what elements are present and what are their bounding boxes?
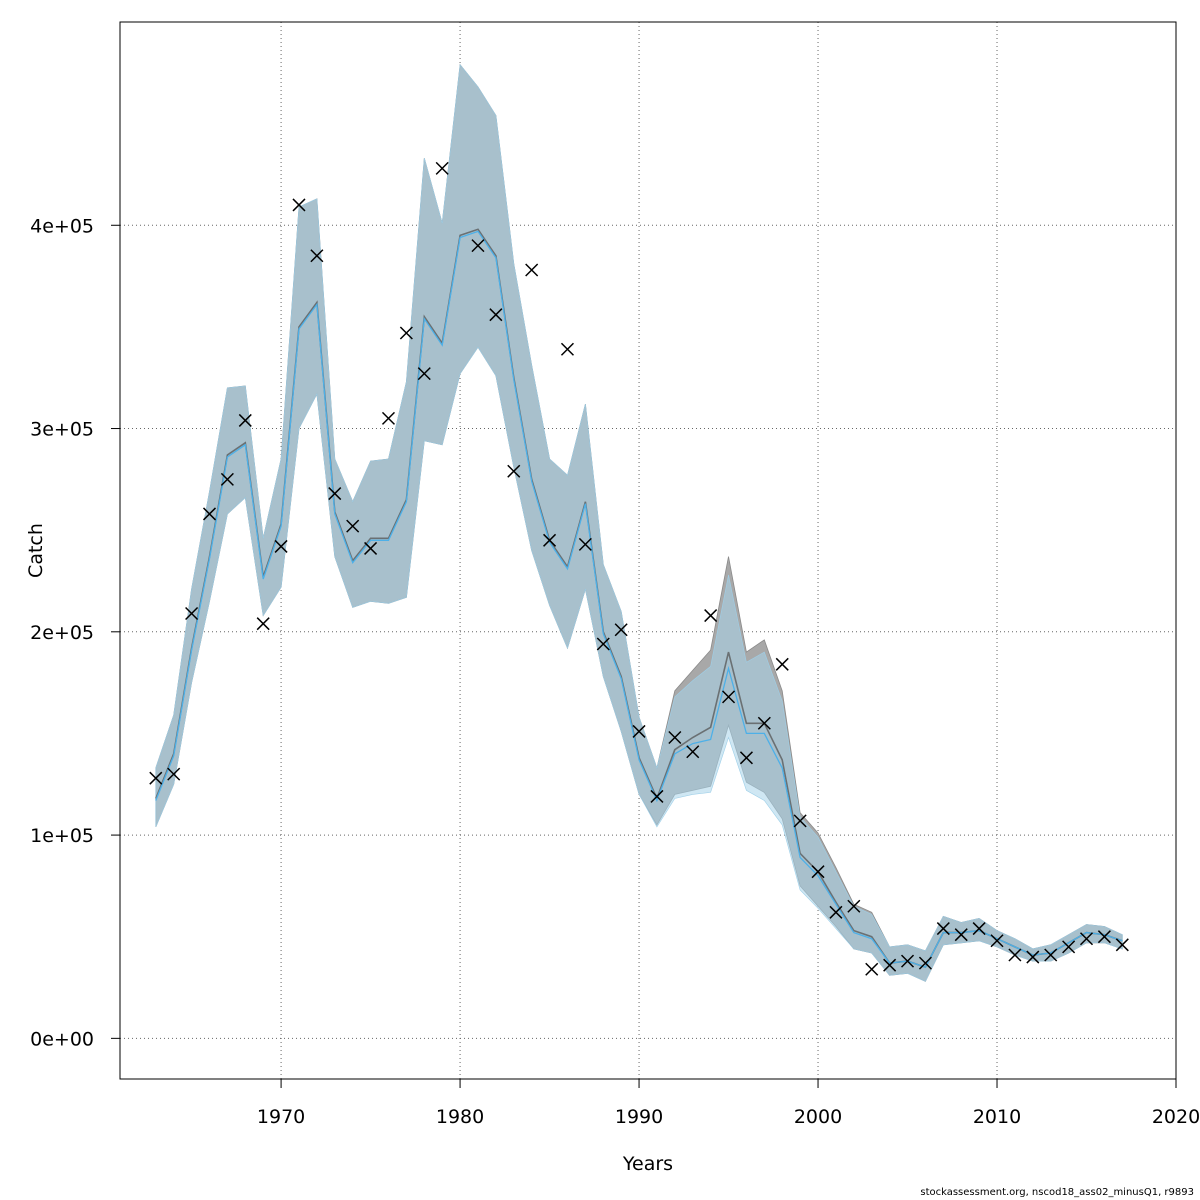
observed-point	[775, 657, 789, 671]
observed-point	[865, 962, 879, 976]
x-tick-label: 2000	[794, 1106, 842, 1128]
observed-point	[1115, 938, 1129, 952]
observed-point	[686, 745, 700, 759]
estimate-line-run-2	[155, 230, 1123, 968]
observed-point	[900, 954, 915, 968]
observed-point	[811, 865, 825, 879]
y-tick-label: 3e+05	[30, 419, 94, 441]
observed-point	[167, 767, 181, 781]
observed-markers	[149, 161, 1129, 976]
observed-point	[757, 716, 771, 730]
observed-point	[328, 487, 342, 501]
observed-point	[185, 606, 199, 621]
observed-point	[525, 263, 539, 277]
observed-point	[560, 342, 574, 356]
axes: 1970 1980 1990 2000 2010 2020 0e+00 1e+05 2e+05 3…	[30, 215, 1200, 1128]
observed-point	[202, 507, 217, 521]
observed-point	[990, 934, 1004, 948]
observed-point	[238, 413, 252, 427]
x-tick-label: 2010	[973, 1106, 1021, 1128]
observed-point	[256, 617, 270, 631]
observed-point	[614, 623, 628, 637]
x-axis-title: Years	[622, 1153, 673, 1175]
x-tick-label: 1980	[436, 1106, 484, 1128]
observed-point	[543, 533, 557, 547]
observed-point	[829, 905, 843, 919]
observed-point	[274, 539, 288, 553]
grid	[120, 22, 1177, 1079]
observed-point	[364, 541, 378, 555]
observed-point	[220, 472, 234, 486]
observed-point	[936, 922, 950, 936]
x-tick-label: 2020	[1152, 1106, 1200, 1128]
observed-point	[704, 609, 718, 623]
observed-point	[739, 751, 753, 765]
observed-point	[632, 724, 646, 738]
observed-point	[918, 956, 932, 970]
observed-point	[650, 789, 664, 803]
observed-point	[435, 161, 449, 175]
observed-point	[596, 637, 610, 651]
observed-point	[417, 367, 431, 381]
y-tick-label: 1e+05	[30, 825, 94, 847]
observed-point	[1044, 948, 1058, 962]
observed-point	[149, 771, 163, 785]
observed-point	[1008, 948, 1022, 962]
x-tick-label: 1970	[257, 1106, 305, 1128]
credit-text: stockassessment.org, nscod18_ass02_minus…	[920, 1187, 1194, 1198]
observed-point	[1079, 932, 1094, 946]
y-tick-label: 2e+05	[30, 622, 94, 644]
observed-point	[954, 928, 968, 942]
estimate-lines	[155, 228, 1123, 969]
observed-point	[346, 519, 360, 533]
observed-point	[381, 411, 396, 425]
observed-point	[471, 239, 485, 253]
y-axis-title: Catch	[25, 523, 47, 578]
observed-point	[1062, 940, 1076, 954]
observed-point	[793, 814, 807, 828]
observed-point	[399, 326, 413, 340]
observed-point	[489, 308, 503, 322]
observed-point	[722, 690, 736, 704]
observed-point	[507, 464, 521, 478]
observed-point	[883, 958, 897, 972]
observed-point	[292, 198, 306, 212]
y-tick-label: 0e+00	[30, 1028, 94, 1050]
observed-point	[972, 922, 986, 936]
y-tick-label: 4e+05	[30, 215, 94, 237]
observed-point	[310, 249, 324, 263]
x-tick-label: 1990	[615, 1106, 663, 1128]
observed-point	[1097, 930, 1111, 944]
observed-point	[1026, 950, 1040, 964]
observed-point	[847, 899, 861, 913]
observed-point	[578, 537, 592, 551]
observed-point	[668, 730, 682, 745]
